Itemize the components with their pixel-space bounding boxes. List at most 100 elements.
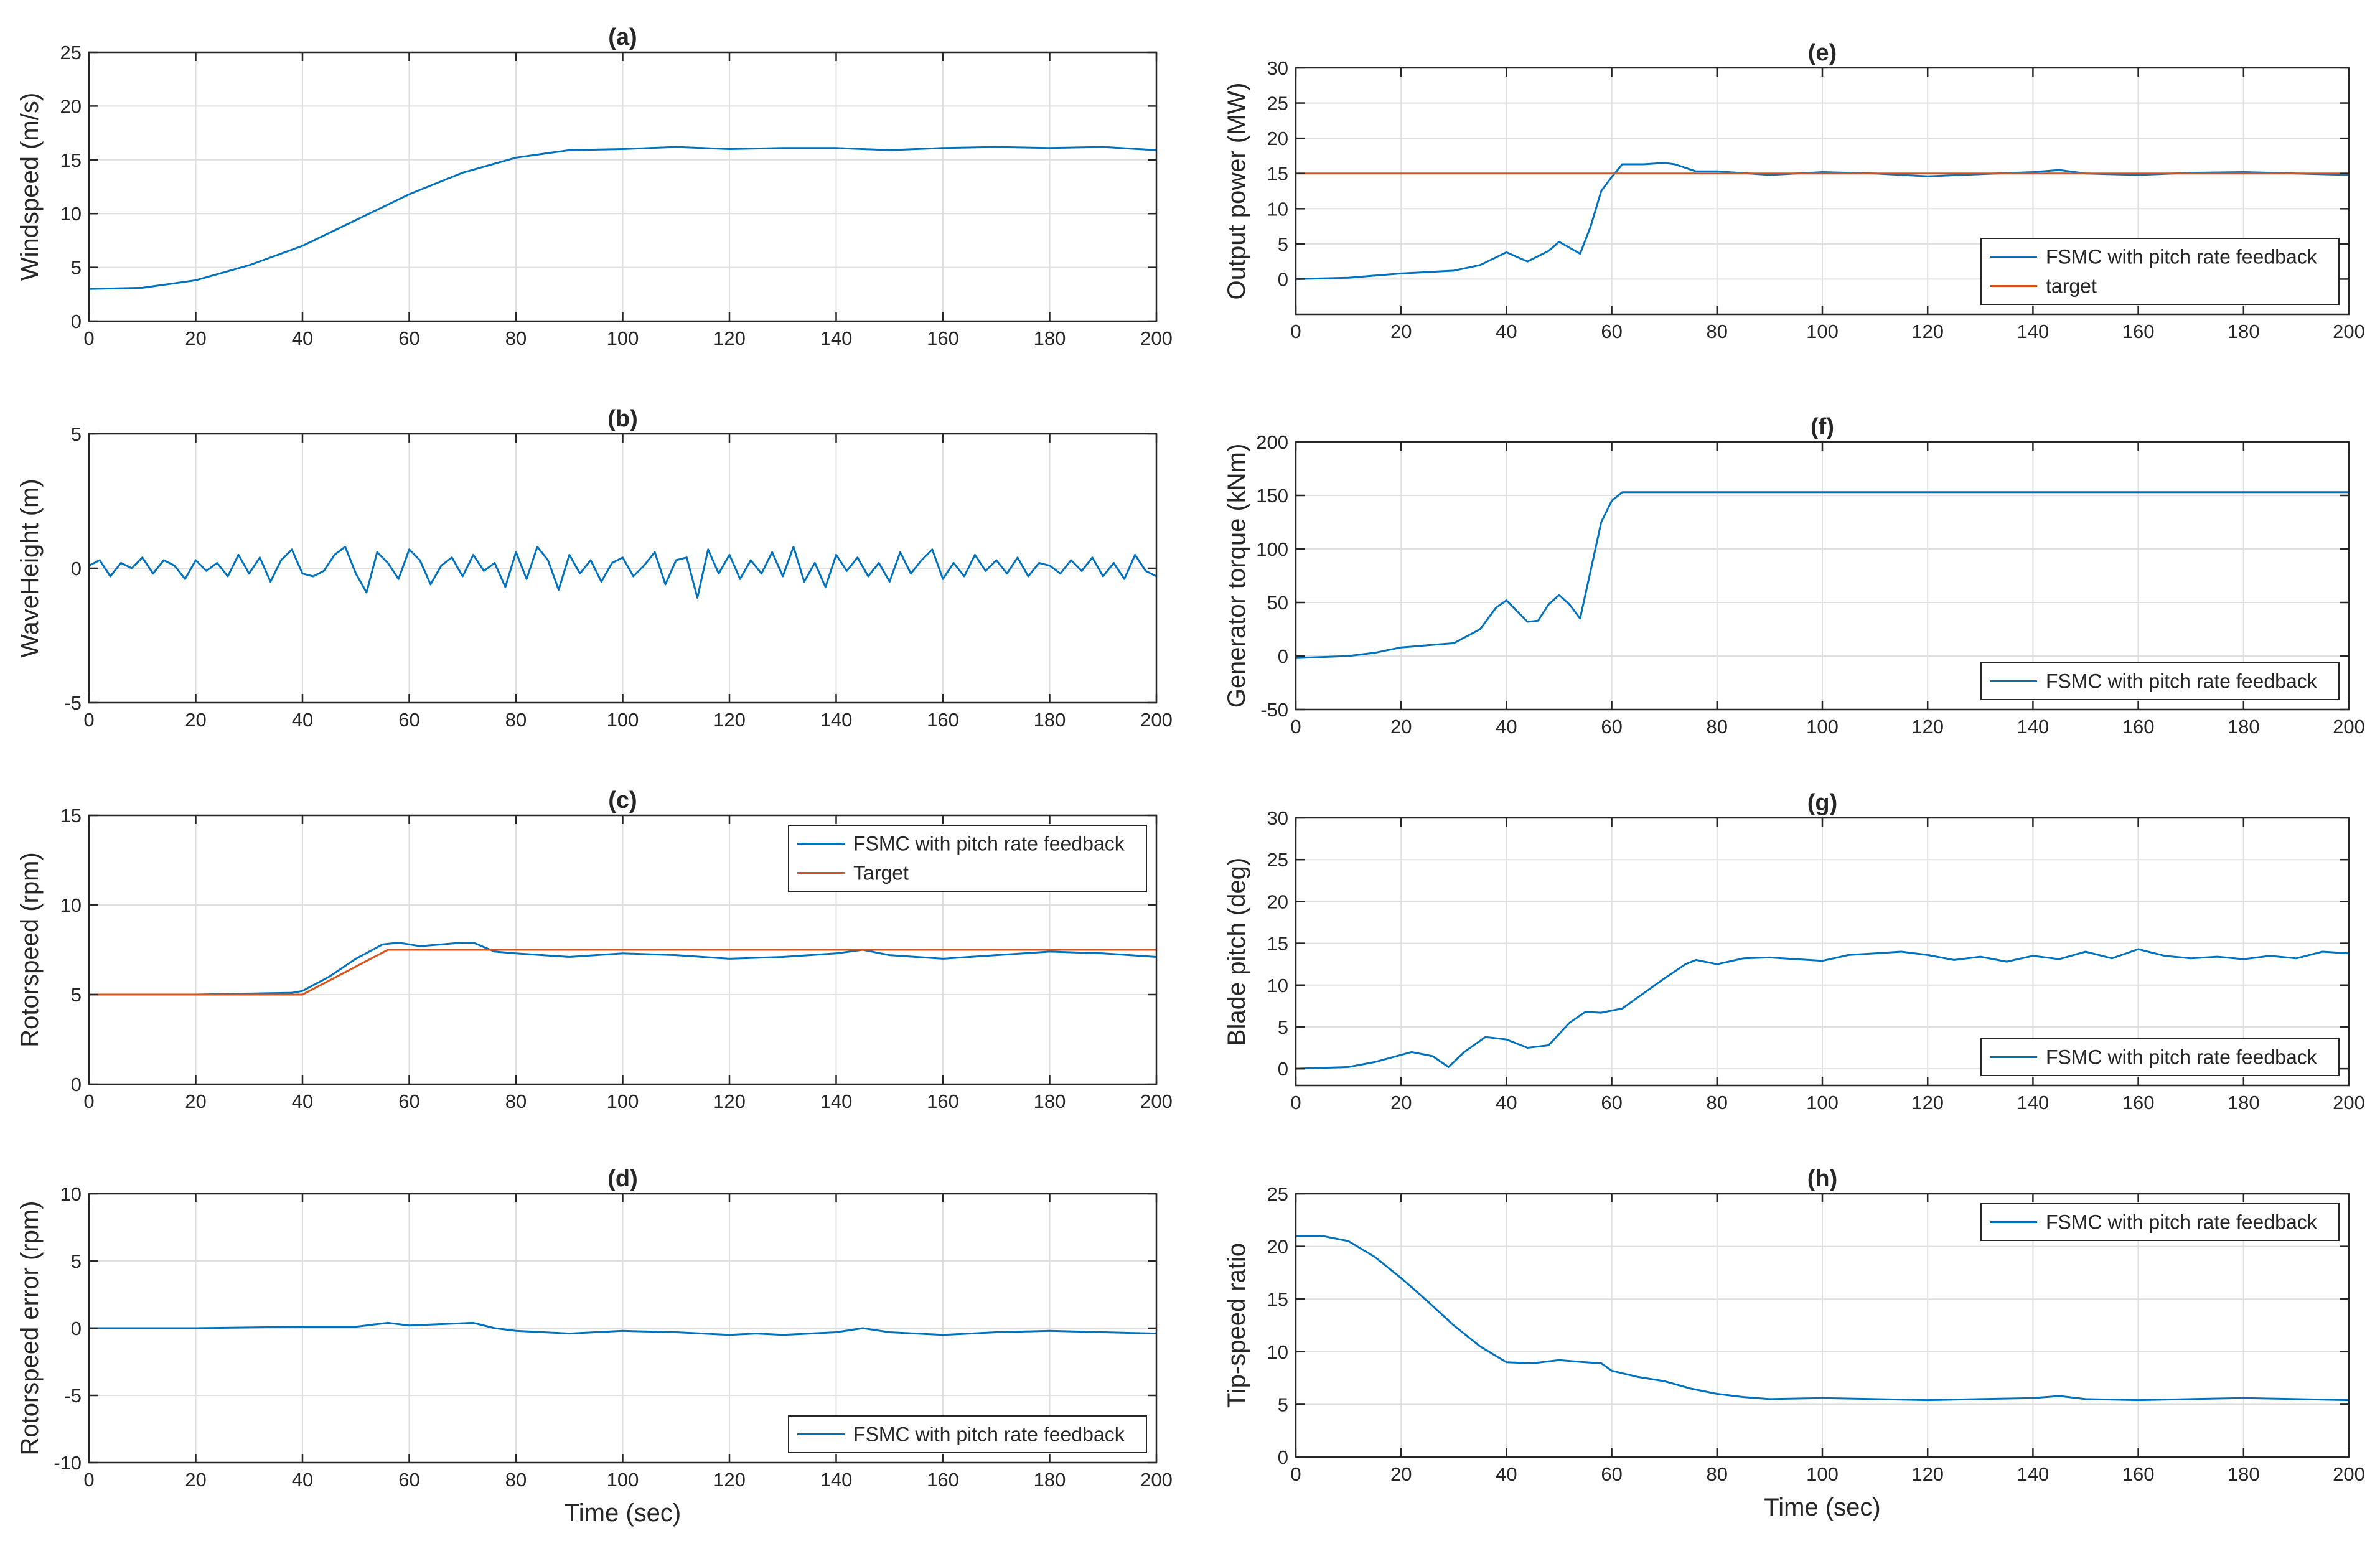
legend: FSMC with pitch rate feedback target: [1980, 238, 2340, 305]
x-tick-label: 0: [1290, 716, 1301, 738]
y-tick-label: 10: [1267, 975, 1288, 996]
y-tick-label: -10: [54, 1452, 82, 1474]
x-tick-label: 160: [2122, 1092, 2155, 1113]
x-tick-label: 140: [2017, 1092, 2050, 1113]
y-tick-label: 0: [71, 558, 82, 579]
x-tick-label: 200: [1140, 1469, 1173, 1491]
y-tick-label: 0: [71, 311, 82, 332]
x-tick-label: 180: [1034, 327, 1066, 349]
legend: FSMC with pitch rate feedback: [1980, 1203, 2340, 1241]
legend-box: [1980, 238, 2340, 305]
x-tick-label: 120: [1911, 1092, 1944, 1113]
panel-c: 0 20 40 60 80 100 120 140 160 180 200 0 5 10 15 (c) Roto…: [16, 787, 1173, 1112]
x-tick-label: 200: [2333, 1463, 2365, 1485]
x-tick-label: 0: [83, 1090, 94, 1112]
x-tick-label: 160: [927, 1090, 959, 1112]
x-tick-label: 40: [1496, 1092, 1517, 1113]
y-tick-label: 10: [60, 203, 82, 225]
legend: FSMC with pitch rate feedback: [1980, 1038, 2340, 1076]
x-tick-label: 80: [505, 1469, 527, 1491]
y-tick-label: 20: [1267, 128, 1288, 149]
x-tick-label: 60: [398, 709, 419, 731]
panel-f: 0 20 40 60 80 100 120 140 160 180 200-500501001502…: [1223, 414, 2365, 738]
x-tick-label: 100: [607, 327, 639, 349]
x-tick-label: 180: [2228, 716, 2260, 738]
y-tick-label: -5: [64, 1385, 82, 1407]
x-tick-label: 40: [1496, 716, 1517, 738]
panel-a: 0 20 40 60 80 100 120 140 160 180 200 0 5 10 15 20 25 (a)…: [16, 24, 1173, 349]
y-tick-label: 30: [1267, 57, 1288, 79]
x-tick-label: 40: [1496, 1463, 1517, 1485]
legend: FSMC with pitch rate feedback Target: [788, 825, 1147, 892]
y-axis-label: Rotorspeed error (rpm): [16, 1201, 44, 1455]
series-line-fsmc-with-pitch-rate-feedback: [89, 1321, 1157, 1336]
y-tick-label: 150: [1256, 485, 1288, 507]
x-tick-label: 180: [2228, 1463, 2260, 1485]
legend-label: FSMC with pitch rate feedback: [853, 1423, 1125, 1446]
x-tick-label: 80: [505, 709, 527, 731]
x-tick-label: 180: [2228, 321, 2260, 342]
x-axis-label: Time (sec): [565, 1499, 681, 1527]
series-line-fsmc-with-pitch-rate-feedback: [1296, 1235, 2350, 1402]
x-tick-label: 0: [1290, 1092, 1301, 1113]
y-axis-label: Generator torque (kNm): [1223, 444, 1250, 708]
x-axis-label: Time (sec): [1764, 1494, 1880, 1521]
x-tick-label: 100: [1806, 716, 1839, 738]
y-tick-label: 25: [1267, 93, 1288, 115]
x-tick-label: 20: [185, 327, 206, 349]
x-tick-label: 200: [1140, 709, 1173, 731]
y-tick-label: 5: [71, 257, 82, 279]
x-tick-label: 80: [505, 327, 527, 349]
x-tick-label: 80: [1707, 321, 1728, 342]
x-tick-label: 40: [292, 709, 313, 731]
y-tick-label: 25: [1267, 1183, 1288, 1205]
chart-title: (d): [607, 1166, 638, 1192]
x-tick-label: 120: [713, 709, 746, 731]
x-tick-label: 0: [83, 1469, 94, 1491]
x-tick-label: 120: [1911, 321, 1944, 342]
panel-h: 0 20 40 60 80 100 120 140 160 180 200 0 5 10 15 20 25 (h)…: [1223, 1166, 2365, 1521]
y-tick-label: 5: [1278, 1394, 1288, 1415]
y-tick-label: 20: [1267, 891, 1288, 912]
x-tick-label: 100: [607, 1090, 639, 1112]
y-tick-label: 15: [1267, 163, 1288, 185]
x-tick-label: 140: [820, 327, 853, 349]
x-tick-label: 0: [1290, 321, 1301, 342]
y-tick-label: -50: [1260, 699, 1288, 721]
legend-label: Target: [853, 862, 909, 884]
chart-title: (a): [608, 24, 637, 50]
y-tick-label: 15: [60, 149, 82, 171]
series-line-fsmc-with-pitch-rate-feedback: [1295, 948, 2350, 1070]
y-tick-label: 10: [1267, 1341, 1288, 1363]
legend: FSMC with pitch rate feedback: [788, 1415, 1147, 1453]
y-axis-label: Output power (MW): [1223, 83, 1250, 300]
y-tick-label: 15: [60, 805, 82, 827]
y-tick-label: 20: [1267, 1236, 1288, 1258]
x-tick-label: 20: [185, 1090, 206, 1112]
legend-label: FSMC with pitch rate feedback: [2046, 670, 2318, 693]
y-tick-label: 0: [1278, 645, 1288, 667]
x-tick-label: 180: [1034, 709, 1066, 731]
y-tick-label: 0: [71, 1074, 82, 1095]
x-tick-label: 160: [927, 1469, 959, 1491]
x-tick-label: 20: [185, 709, 206, 731]
y-tick-label: 200: [1256, 431, 1288, 453]
x-tick-label: 160: [927, 327, 959, 349]
legend-label: FSMC with pitch rate feedback: [853, 833, 1125, 855]
series-line-target: [89, 949, 1156, 996]
legend-label: FSMC with pitch rate feedback: [2046, 1211, 2318, 1234]
x-tick-label: 160: [2122, 1463, 2155, 1485]
panel-g: 0 20 40 60 80 100 120 140 160 180 200 0 5 10 15 20 25 30 (…: [1223, 790, 2365, 1113]
y-tick-label: 5: [1278, 233, 1288, 255]
y-tick-label: 0: [1278, 1058, 1288, 1080]
x-tick-label: 140: [2017, 321, 2050, 342]
y-tick-label: 15: [1267, 933, 1288, 955]
chart-title: (b): [607, 406, 638, 432]
y-tick-label: -5: [64, 692, 82, 714]
y-tick-label: 10: [1267, 198, 1288, 220]
legend-label: FSMC with pitch rate feedback: [2046, 246, 2318, 268]
x-tick-label: 140: [820, 709, 853, 731]
x-tick-label: 80: [1707, 1092, 1728, 1113]
x-tick-label: 200: [2333, 321, 2365, 342]
y-tick-label: 25: [60, 42, 82, 63]
